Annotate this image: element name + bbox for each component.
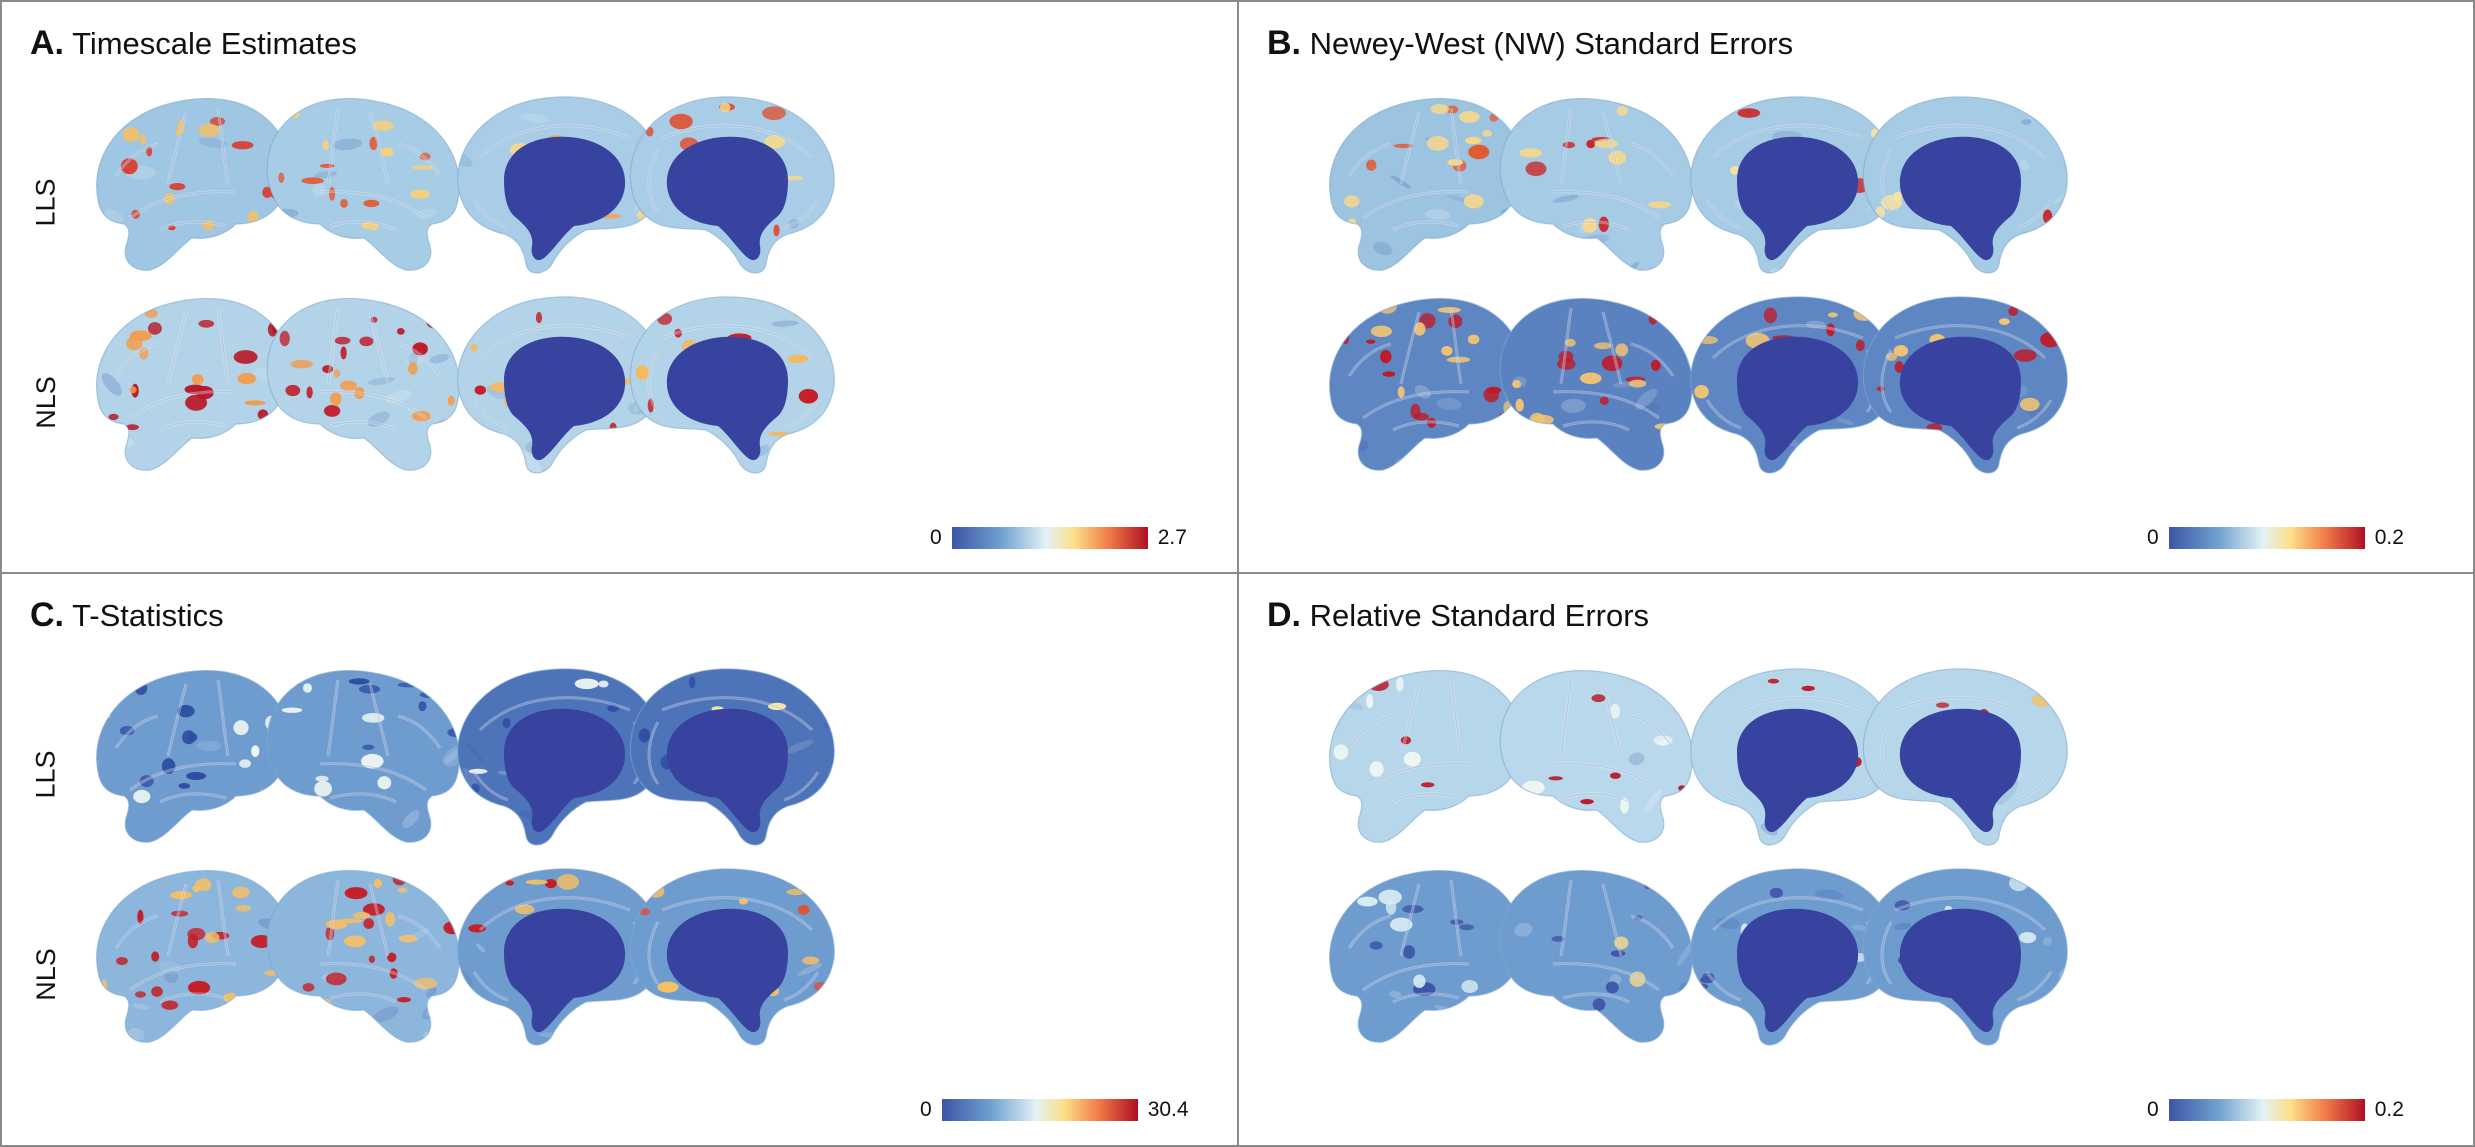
colorbar: 0 0.2 — [2147, 1098, 2404, 1122]
brain-surface-medial-right-lls — [1851, 660, 2091, 860]
brain-surface-medial-left-nls — [1667, 860, 1907, 1060]
brain-surface-lateral-right-nls — [1481, 288, 1721, 488]
colorbar-gradient — [951, 527, 1148, 549]
brain-surface-medial-right-lls — [618, 660, 858, 860]
brain-surface-lateral-left-lls — [68, 88, 308, 288]
panel-letter: A. — [30, 24, 64, 62]
brain-surface-lateral-right-nls — [248, 288, 488, 488]
brain-surface-lateral-right-lls — [248, 660, 488, 860]
colorbar: 0 0.2 — [2147, 526, 2404, 550]
panel-letter: D. — [1267, 596, 1301, 634]
panel-title-text: Relative Standard Errors — [1309, 598, 1650, 633]
panel-letter: B. — [1267, 24, 1301, 62]
panel-title-text: Newey-West (NW) Standard Errors — [1309, 26, 1794, 61]
panel-d: D. Relative Standard Errors 0 0.2 — [1237, 572, 2475, 1147]
brain-surface-medial-right-lls — [1851, 88, 2091, 288]
colorbar-max-label: 30.4 — [1147, 1098, 1189, 1121]
colorbar: 0 30.4 — [920, 1098, 1189, 1122]
brain-surface-lateral-left-nls — [68, 288, 308, 488]
colorbar-min-label: 0 — [2147, 526, 2159, 549]
colorbar-min-label: 0 — [930, 526, 942, 549]
brain-surface-lateral-left-lls — [1301, 660, 1541, 860]
brain-surface-medial-left-nls — [1667, 288, 1907, 488]
brain-surface-medial-left-lls — [1667, 660, 1907, 860]
brain-surface-medial-left-lls — [1667, 88, 1907, 288]
row-label-nls: NLS — [30, 375, 61, 429]
brain-surface-lateral-right-lls — [248, 88, 488, 288]
colorbar: 0 2.7 — [930, 526, 1187, 550]
panel-b: B. Newey-West (NW) Standard Errors 0 0.2 — [1237, 0, 2475, 574]
panel-title: A. Timescale Estimates — [30, 24, 357, 63]
colorbar-gradient — [941, 1099, 1138, 1121]
row-label-lls: LLS — [30, 749, 61, 799]
brain-surface-medial-right-lls — [618, 88, 858, 288]
brain-surface-lateral-right-nls — [248, 860, 488, 1060]
colorbar-max-label: 0.2 — [2374, 526, 2404, 549]
brain-surface-medial-right-nls — [1851, 860, 2091, 1060]
brain-surface-lateral-left-nls — [1301, 860, 1541, 1060]
colorbar-gradient — [2168, 1099, 2365, 1121]
panel-title: D. Relative Standard Errors — [1267, 596, 1649, 635]
brain-surface-lateral-left-nls — [1301, 288, 1541, 488]
brain-surface-medial-left-nls — [434, 288, 674, 488]
panel-title-text: Timescale Estimates — [72, 26, 357, 61]
row-label-lls: LLS — [30, 177, 61, 227]
brain-surface-medial-right-nls — [618, 288, 858, 488]
brain-surface-lateral-right-lls — [1481, 660, 1721, 860]
brain-surface-lateral-left-lls — [1301, 88, 1541, 288]
brain-surface-lateral-right-lls — [1481, 88, 1721, 288]
brain-surface-lateral-left-nls — [68, 860, 308, 1060]
row-label-nls: NLS — [30, 947, 61, 1001]
panel-letter: C. — [30, 596, 64, 634]
brain-surface-medial-right-nls — [1851, 288, 2091, 488]
colorbar-gradient — [2168, 527, 2365, 549]
brain-surface-lateral-right-nls — [1481, 860, 1721, 1060]
panel-title: B. Newey-West (NW) Standard Errors — [1267, 24, 1793, 63]
colorbar-max-label: 0.2 — [2374, 1098, 2404, 1121]
panel-title: C. T-Statistics — [30, 596, 224, 635]
colorbar-max-label: 2.7 — [1157, 526, 1187, 549]
brain-surface-lateral-left-lls — [68, 660, 308, 860]
brain-surface-medial-right-nls — [618, 860, 858, 1060]
panel-title-text: T-Statistics — [72, 598, 224, 633]
brain-surface-medial-left-lls — [434, 660, 674, 860]
colorbar-min-label: 0 — [2147, 1098, 2159, 1121]
panel-a: A. Timescale Estimates LLS NLS 0 2.7 — [0, 0, 1239, 574]
colorbar-min-label: 0 — [920, 1098, 932, 1121]
panel-c: C. T-Statistics LLS NLS 0 30.4 — [0, 572, 1239, 1147]
